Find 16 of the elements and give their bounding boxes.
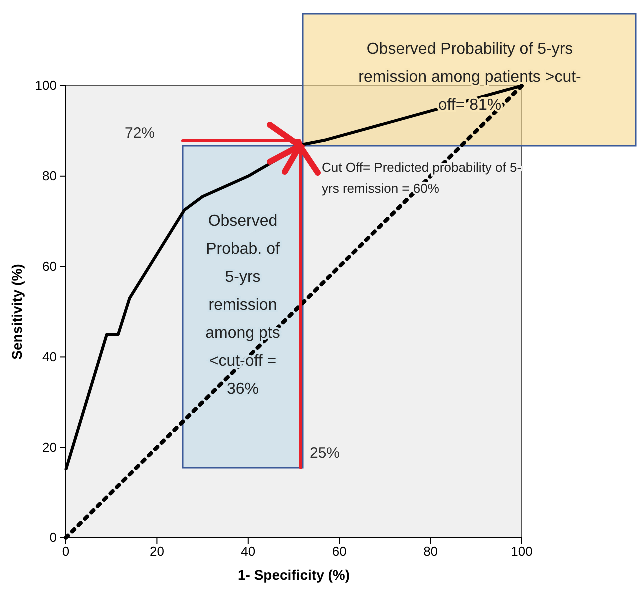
x-tick-label: 60 — [332, 544, 347, 560]
x-axis-title: 1- Specificity (%) — [238, 567, 350, 583]
x-tick-label: 80 — [424, 544, 438, 560]
x-tick-label: 0 — [62, 544, 70, 560]
y-tick-label: 100 — [35, 78, 57, 94]
y-tick-label: 60 — [42, 258, 57, 274]
x-tick-label: 100 — [511, 544, 533, 560]
y-tick-label: 20 — [42, 440, 57, 455]
annotation: 72% — [125, 125, 156, 142]
x-tick-label: 20 — [150, 544, 164, 560]
y-tick-label: 0 — [50, 530, 57, 546]
annotation: 25% — [310, 445, 340, 462]
y-axis-title: Sensitivity (%) — [9, 264, 25, 360]
y-tick-label: 80 — [42, 168, 57, 184]
y-tick-label: 40 — [42, 349, 57, 364]
x-tick-label: 40 — [241, 544, 256, 560]
